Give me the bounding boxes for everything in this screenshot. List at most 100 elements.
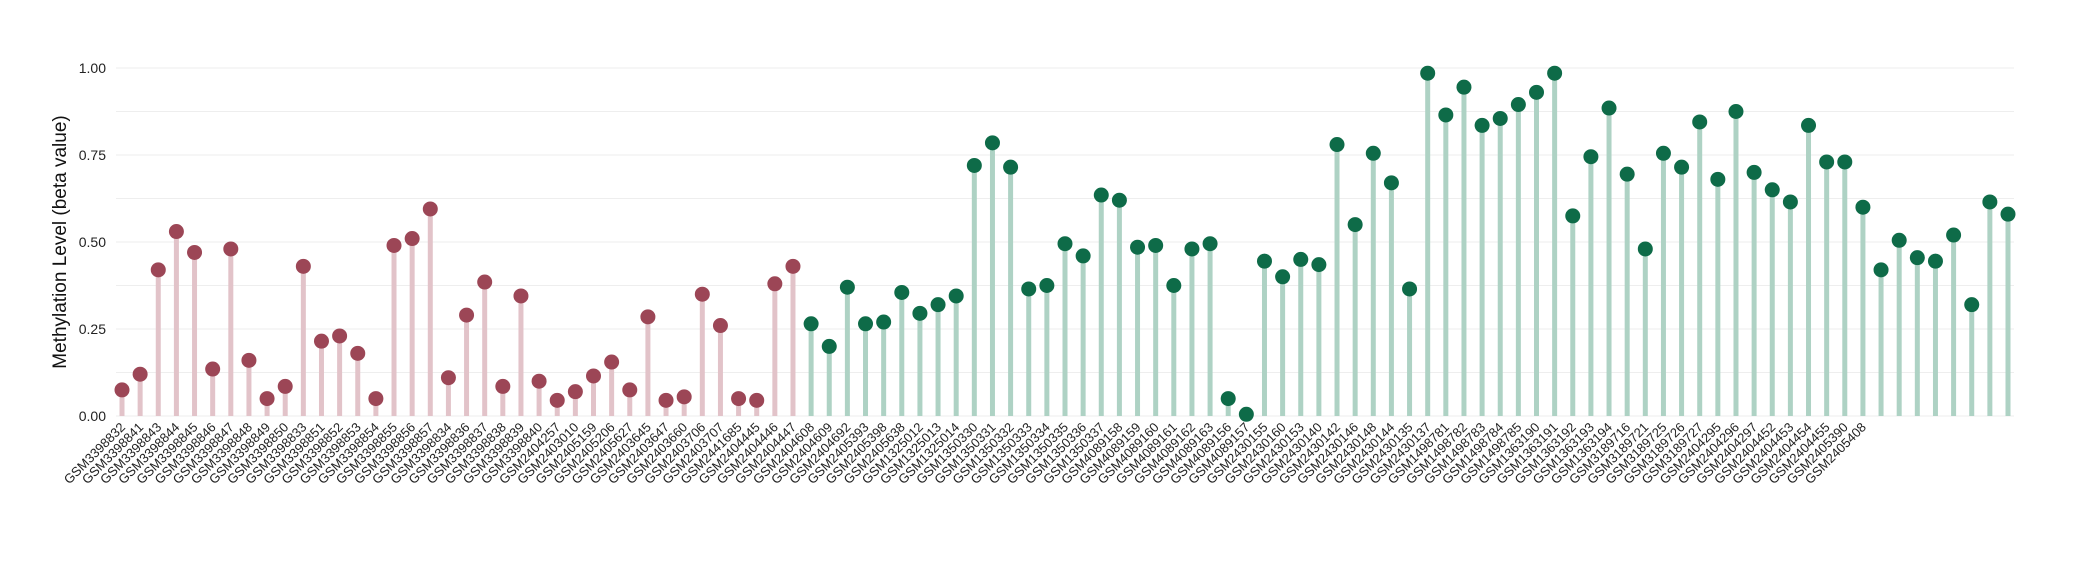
lollipop-point — [803, 316, 819, 332]
lollipop-point — [567, 384, 583, 400]
lollipop-point — [839, 279, 855, 295]
lollipop-point — [1764, 182, 1780, 198]
lollipop-point — [876, 314, 892, 330]
lollipop-point — [549, 392, 565, 408]
lollipop-point — [477, 274, 493, 290]
lollipop-point — [1565, 208, 1581, 224]
lollipop-point — [731, 391, 747, 407]
lollipop-point — [459, 307, 475, 323]
lollipop-point — [1111, 192, 1127, 208]
lollipop-point — [1329, 137, 1345, 153]
lollipop-point — [513, 288, 529, 304]
lollipop-point — [1547, 65, 1563, 81]
lollipop-point — [114, 382, 130, 398]
lollipop-point — [1130, 239, 1146, 255]
lollipop-point — [912, 305, 928, 321]
lollipop-point — [676, 389, 692, 405]
lollipop-point — [1728, 104, 1744, 119]
lollipop-point — [1003, 159, 1019, 175]
y-axis: 0.00 0.25 0.50 0.75 1.00 — [79, 60, 106, 424]
lollipop-point — [404, 231, 420, 247]
lollipop-point — [1619, 166, 1635, 182]
lollipop-point — [295, 258, 311, 274]
lollipop-point — [150, 262, 166, 278]
lollipop-point — [277, 378, 293, 394]
y-tick-label: 0.75 — [79, 147, 106, 163]
lollipop-point — [622, 382, 638, 398]
lollipop-point — [1311, 257, 1327, 273]
lollipop-point — [1674, 159, 1690, 175]
lollipop-point — [894, 284, 910, 300]
y-tick-label: 0.00 — [79, 408, 106, 424]
lollipop-point — [495, 378, 511, 394]
lollipop-point — [187, 244, 203, 260]
lollipop-point — [1365, 145, 1381, 161]
lollipop-point — [767, 276, 783, 292]
lollipop-point — [1492, 110, 1508, 126]
lollipop-point — [966, 157, 982, 173]
lollipop-point — [1166, 278, 1182, 293]
lollipop-point — [1256, 253, 1272, 269]
lollipop-point — [586, 368, 601, 384]
lollipop-point — [205, 361, 221, 377]
lollipop-point — [858, 316, 874, 332]
lollipop-point — [930, 297, 946, 313]
lollipop-point — [1710, 171, 1726, 187]
lollipop-stems — [119, 73, 2011, 416]
lollipop-point — [749, 392, 765, 408]
lollipop-point — [1801, 117, 1817, 133]
lollipop-point — [1782, 194, 1798, 210]
lollipop-point — [1964, 297, 1980, 313]
lollipop-point — [132, 366, 148, 382]
lollipop-point — [694, 286, 710, 302]
lollipop-point — [1927, 253, 1943, 269]
lollipop-point — [1529, 84, 1544, 100]
lollipop-point — [1057, 236, 1073, 252]
lollipop-point — [1692, 114, 1708, 130]
lollipop-point — [1655, 145, 1671, 161]
lollipop-point — [313, 333, 329, 349]
lollipop-point — [1855, 199, 1871, 215]
lollipop-point — [1275, 269, 1291, 285]
lollipop-point — [1891, 232, 1907, 248]
lollipop-point — [422, 201, 438, 217]
lollipop-point — [821, 338, 837, 354]
y-axis-title: Methylation Level (beta value) — [50, 115, 71, 368]
lollipop-point — [1093, 187, 1109, 203]
lollipop-point — [1238, 406, 1254, 422]
lollipop-point — [1601, 100, 1617, 116]
lollipop-point — [948, 288, 964, 304]
lollipop-point — [1148, 237, 1164, 253]
lollipop-point — [1438, 107, 1454, 123]
y-tick-label: 1.00 — [79, 60, 106, 76]
lollipop-point — [1909, 250, 1925, 266]
lollipop-point — [1420, 65, 1436, 81]
lollipop-point — [1746, 164, 1762, 180]
lollipop-point — [1202, 236, 1218, 252]
lollipop-point — [785, 258, 801, 274]
lollipop-point — [1293, 251, 1309, 267]
lollipop-point — [259, 391, 275, 407]
lollipop-point — [658, 392, 674, 408]
lollipop-points — [114, 65, 2016, 422]
lollipop-point — [1474, 117, 1490, 133]
lollipop-point — [168, 224, 184, 240]
lollipop-point — [350, 345, 366, 361]
x-axis: GSM3398832GSM3398841GSM3398843GSM3398844… — [61, 420, 1869, 487]
lollipop-point — [1510, 97, 1526, 113]
lollipop-point — [1383, 175, 1399, 191]
lollipop-point — [440, 370, 456, 386]
lollipop-point — [368, 391, 384, 407]
lollipop-point — [1184, 241, 1200, 257]
lollipop-point — [386, 237, 402, 253]
lollipop-point — [1837, 154, 1853, 170]
lollipop-point — [1021, 281, 1037, 297]
lollipop-point — [640, 309, 656, 325]
lollipop-point — [241, 352, 257, 368]
lollipop-point — [1583, 149, 1599, 165]
y-tick-label: 0.50 — [79, 234, 106, 250]
lollipop-point — [984, 135, 1000, 151]
lollipop-point — [1982, 194, 1998, 210]
lollipop-point — [2000, 206, 2016, 222]
